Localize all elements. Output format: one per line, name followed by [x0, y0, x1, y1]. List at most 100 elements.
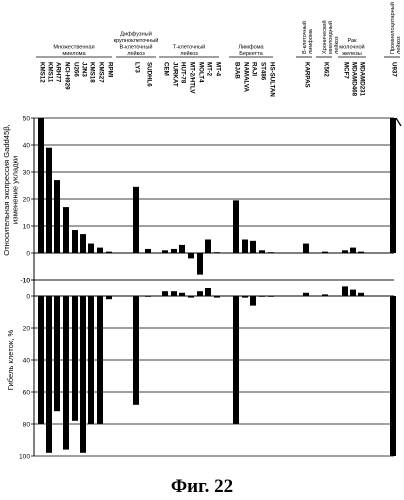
- bar: [350, 248, 356, 253]
- bar: [63, 207, 69, 253]
- bar: [342, 286, 348, 296]
- group-label: Промиелоцитарныйлейкоз: [389, 2, 402, 54]
- bar: [162, 291, 168, 296]
- bar: [214, 296, 220, 298]
- cell-line-label: RPMI: [107, 62, 114, 78]
- bar: [205, 240, 211, 254]
- bar: [54, 296, 60, 411]
- group-label-line: Промиелоцитарный: [389, 2, 396, 54]
- bar: [171, 249, 177, 253]
- bar: [171, 291, 177, 296]
- bar: [46, 148, 52, 253]
- bar: [342, 250, 348, 253]
- y-axis-label-line: Гибель клеток, %: [6, 330, 15, 391]
- cell-death-chart: -10020406080100Гибель клеток, %: [6, 277, 396, 460]
- cell-line-label: JURKAT: [172, 62, 179, 87]
- bar: [80, 234, 86, 253]
- cell-line-label: MT-2/HTLV: [189, 62, 196, 94]
- bar: [303, 293, 309, 296]
- y-tick-label: 0: [26, 293, 30, 300]
- cell-line-label: KMS27: [98, 62, 105, 83]
- cell-line-label: NCI-H929: [64, 62, 71, 90]
- group-label-line: Беркетта: [239, 51, 263, 57]
- group-label-line: Диффузный: [120, 31, 152, 38]
- y-tick-label: 0: [26, 250, 30, 257]
- bar: [72, 230, 78, 253]
- group-label-line: крупноклеточный: [114, 37, 159, 44]
- bar: [242, 296, 248, 298]
- bar: [268, 252, 274, 253]
- cell-line-label: KMS11: [47, 62, 54, 83]
- cell-line-label: MCF7: [343, 62, 350, 79]
- bar: [259, 296, 265, 297]
- bar: [197, 291, 203, 296]
- bar: [358, 293, 364, 296]
- group-label-line: молочной: [339, 44, 364, 51]
- group-label-line: Хронический: [321, 20, 328, 54]
- bar: [145, 249, 151, 253]
- bar: [390, 296, 396, 456]
- group-header-layer: МножественнаямиеломаДиффузныйкрупноклето…: [36, 2, 402, 57]
- cell-line-label: RAJI: [251, 62, 258, 76]
- bar: [80, 296, 86, 453]
- cell-line-label: K562: [323, 62, 330, 77]
- group-label-line: Множественная: [53, 45, 94, 51]
- group-header: ЛимфомаБеркетта: [229, 45, 273, 58]
- group-label: Хроническиймиелоидныйлейкоз: [321, 20, 340, 54]
- group-label-line: железы: [342, 51, 362, 57]
- cell-line-label: MT-4: [215, 62, 222, 77]
- bar: [63, 296, 69, 450]
- bar: [214, 252, 220, 253]
- bar: [350, 290, 356, 296]
- cell-line-label: U937: [391, 62, 398, 77]
- bar: [162, 250, 168, 253]
- bar: [233, 296, 239, 424]
- cell-line-label: KMS18: [89, 62, 96, 83]
- group-label-line: миелоидный: [327, 21, 334, 54]
- cell-line-label: MDAMD468: [351, 62, 358, 97]
- cell-line-label: CEM: [163, 62, 170, 76]
- bar: [233, 200, 239, 253]
- cell-line-label: KARPAS: [304, 62, 311, 88]
- group-header: Множественнаямиелома: [36, 45, 112, 58]
- y-tick-label: 100: [19, 453, 30, 460]
- cell-line-label: MDAMD231: [359, 62, 366, 97]
- cell-line-label: LY3: [134, 62, 141, 73]
- bar: [242, 240, 248, 254]
- group-label-line: лейкоз: [395, 36, 402, 54]
- bar: [97, 248, 103, 253]
- bar: [145, 296, 151, 297]
- bar: [38, 118, 44, 253]
- bar: [390, 118, 396, 253]
- group-header: Промиелоцитарныйлейкоз: [384, 2, 402, 57]
- y-tick-label: 80: [23, 421, 31, 428]
- bar: [72, 296, 78, 421]
- overflow-mark: [396, 118, 401, 126]
- group-label-line: В-клеточный: [301, 21, 308, 54]
- y-tick-label: 60: [23, 389, 31, 396]
- y-tick-label: -10: [20, 277, 30, 284]
- bar: [106, 296, 112, 299]
- group-label-line: лейкоз: [180, 50, 198, 57]
- cell-line-label: MOLT4: [198, 62, 205, 83]
- bar: [322, 252, 328, 253]
- cell-line-label: BJAB: [234, 62, 241, 79]
- bar: [179, 245, 185, 253]
- cell-line-label: JJN3: [81, 62, 88, 77]
- group-header: Ракмолочнойжелезы: [338, 38, 366, 57]
- group-header: ДиффузныйкрупноклеточныйВ-клеточныйлейко…: [114, 31, 159, 58]
- bar: [54, 180, 60, 253]
- group-label-line: миелома: [62, 51, 86, 57]
- group-header: Т-клеточныйлейкоз: [159, 44, 219, 58]
- group-header: В-клеточныйлимфома: [296, 21, 314, 57]
- bar: [197, 253, 203, 275]
- cell-line-label: MT-2: [206, 62, 213, 77]
- y-tick-label: 30: [23, 169, 31, 176]
- bar: [179, 293, 185, 296]
- bar: [97, 296, 103, 424]
- group-label-line: лимфома: [308, 28, 314, 54]
- y-tick-label: 40: [23, 142, 31, 149]
- group-label-line: Рак: [347, 38, 357, 44]
- cell-line-label-layer: KMS12KMS11ARH77NCI-H929U266JJN3KMS18KMS2…: [39, 62, 398, 97]
